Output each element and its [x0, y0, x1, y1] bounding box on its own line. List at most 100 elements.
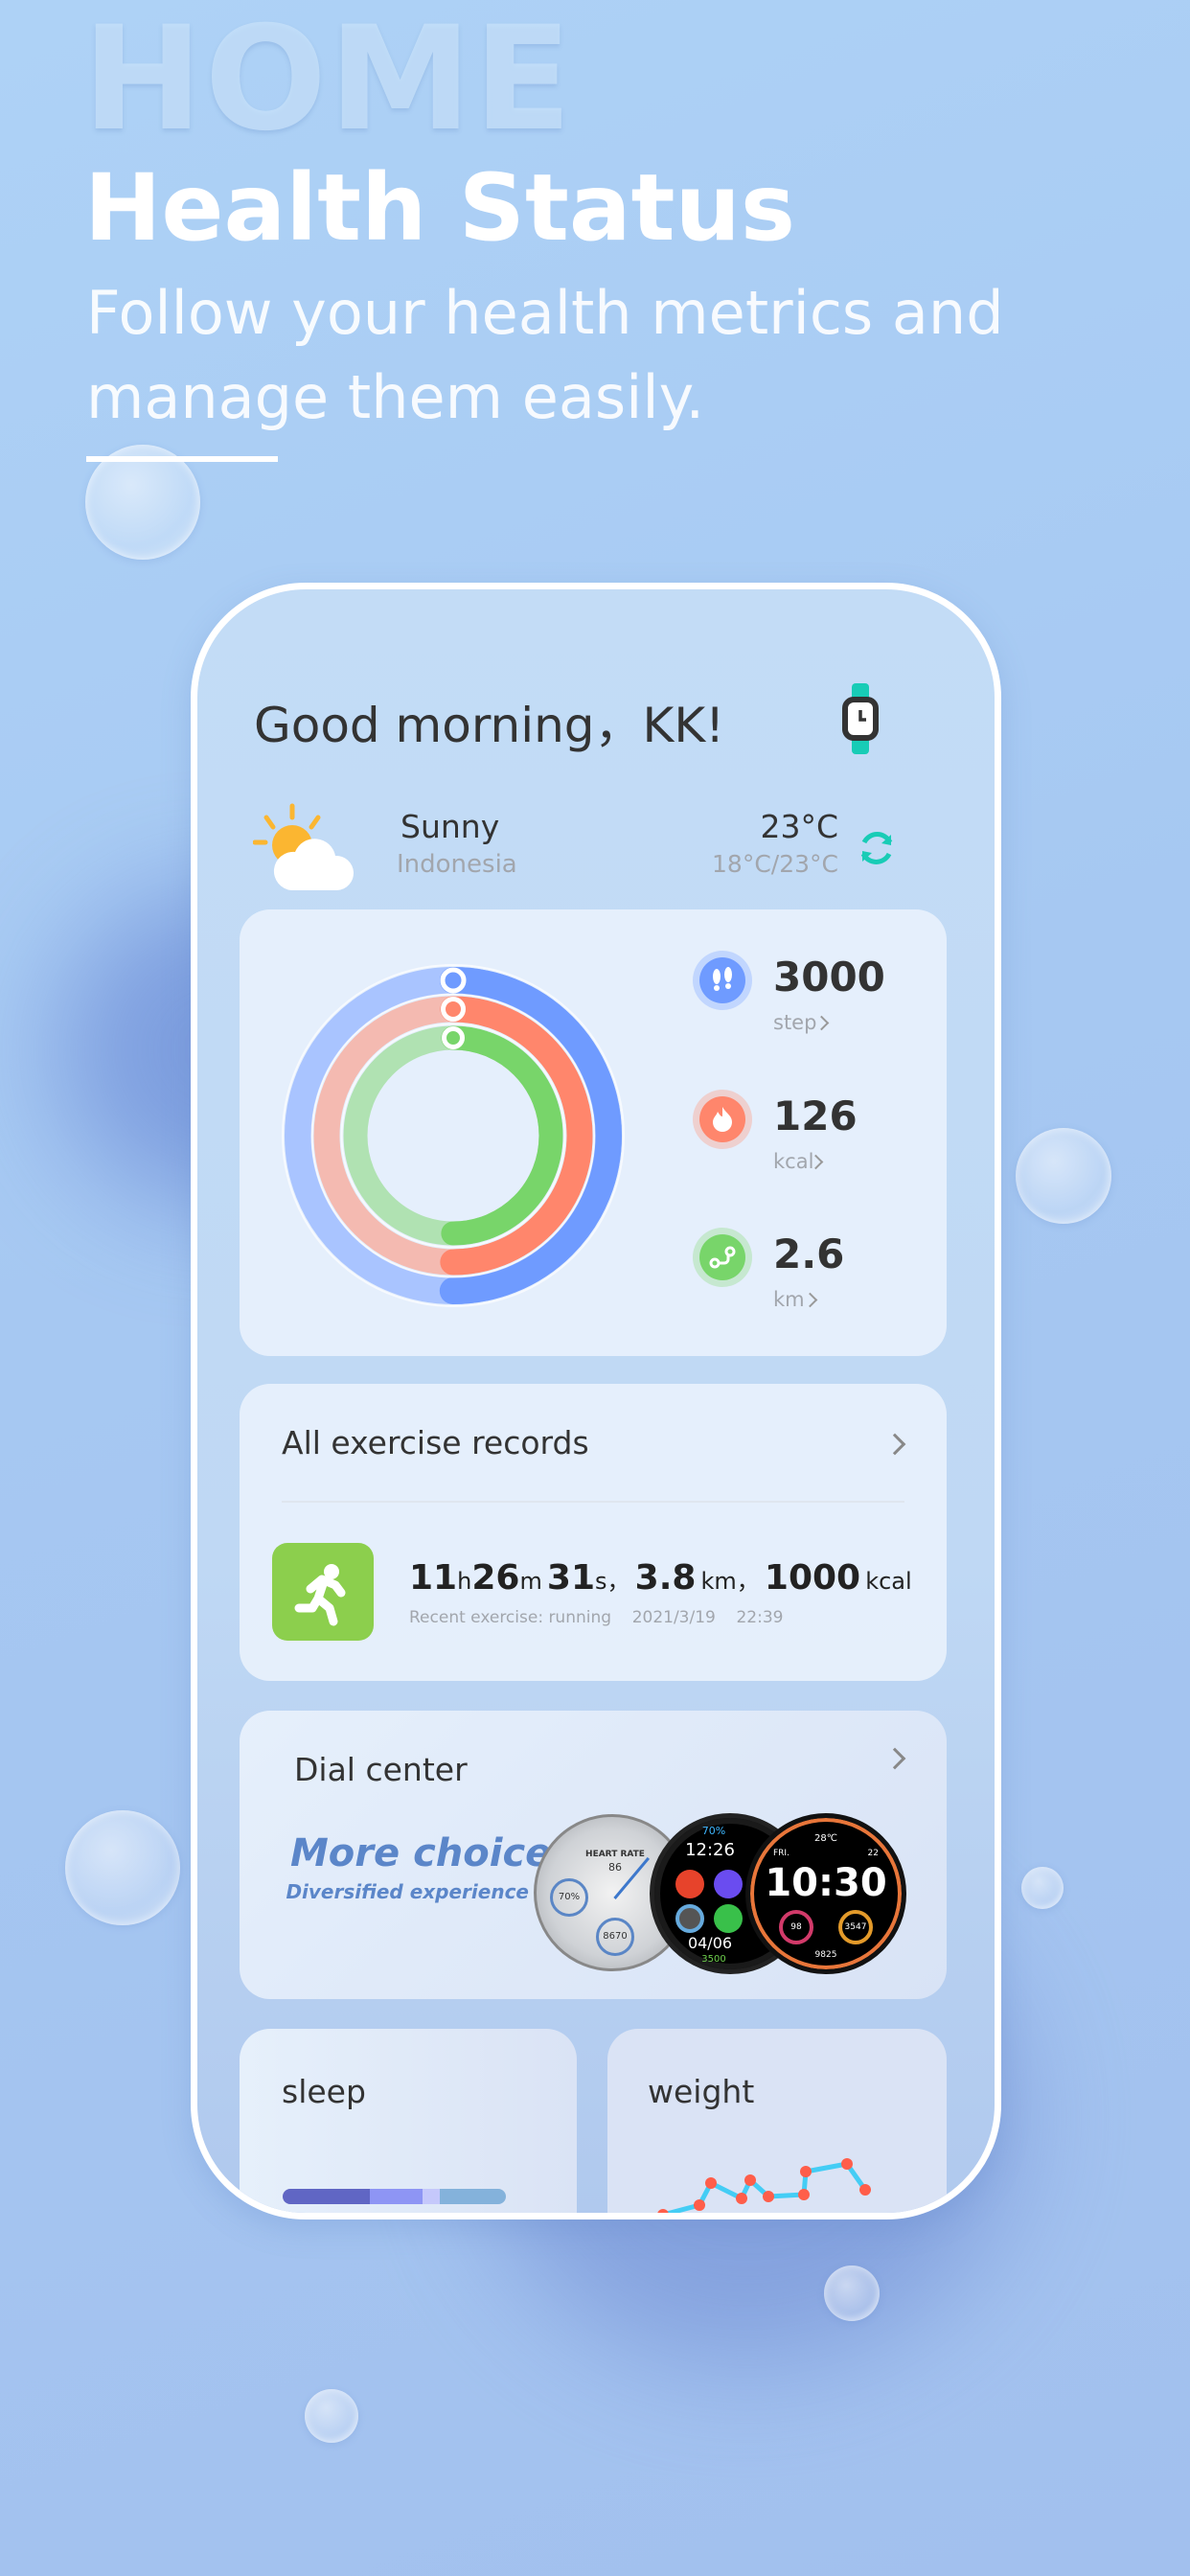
face1-label: HEART RATE	[585, 1850, 645, 1859]
bubble	[65, 1810, 180, 1925]
weight-card[interactable]: weight	[607, 2029, 947, 2213]
weight-point	[744, 2174, 756, 2186]
minutes: 26	[471, 1558, 520, 1598]
face1-hr: 86	[608, 1861, 622, 1874]
distance: 3.8	[634, 1558, 697, 1598]
chevron-right-icon[interactable]	[883, 1433, 906, 1456]
face2-date: 04/06	[687, 1934, 733, 1952]
face3-day: FRI.	[773, 1849, 790, 1858]
recent-exercise-label: Recent exercise: running	[409, 1608, 612, 1627]
metric-value: 2.6	[773, 1230, 845, 1277]
route-icon	[693, 1228, 752, 1287]
recent-exercise: Recent exercise: running 2021/3/19 22:39	[409, 1608, 783, 1627]
dial-tagline: Diversified experience	[286, 1880, 529, 1903]
weight-point	[763, 2191, 774, 2202]
face3-hr: 98	[779, 1910, 813, 1944]
weight-point	[736, 2193, 747, 2204]
weight-point	[841, 2158, 853, 2170]
weight-trend-chart	[657, 2158, 871, 2213]
ring-marker-kcal	[441, 997, 466, 1022]
seconds-unit: s，	[595, 1568, 630, 1595]
face3-date: 22	[867, 1849, 879, 1858]
bubble	[305, 2389, 358, 2443]
chevron-right-icon[interactable]	[802, 1292, 818, 1308]
hours-unit: h	[457, 1568, 472, 1595]
footprints-icon	[693, 951, 752, 1010]
recent-exercise-date: 2021/3/19	[631, 1608, 716, 1627]
weight-point	[859, 2184, 871, 2196]
ring-separator	[340, 1023, 566, 1249]
bubble	[85, 445, 200, 560]
face3-time: 10:30	[765, 1861, 887, 1905]
metric-unit: km	[773, 1288, 805, 1311]
watch-face-digital-2[interactable]: 28℃ FRI. 22 10:30 98 3547 9825	[745, 1813, 906, 1974]
watch-icon[interactable]	[841, 683, 880, 754]
metric-unit: step	[773, 1011, 817, 1034]
weight-point	[657, 2209, 669, 2213]
sleep-segment	[422, 2189, 441, 2204]
sleep-segment	[369, 2189, 423, 2204]
weight-title: weight	[648, 2073, 755, 2110]
flame-icon	[693, 1090, 752, 1149]
weight-point	[694, 2199, 705, 2211]
page-title: Health Status	[84, 154, 795, 262]
divider	[282, 1501, 904, 1503]
ring-separator	[310, 993, 596, 1278]
activity-rings	[282, 964, 625, 1307]
face2-battery: 70%	[701, 1825, 726, 1837]
sleep-segment	[440, 2189, 506, 2204]
weather-location: Indonesia	[397, 850, 517, 879]
activity-rings-card[interactable]: 3000 step 126 kcal 2.6 km	[240, 909, 947, 1356]
metric-value: 3000	[773, 954, 885, 1000]
phone-mockup: Good morning，KK! Sunny Indonesia 23°C 18…	[191, 583, 1001, 2220]
sleep-title: sleep	[282, 2073, 366, 2110]
bubble	[824, 2266, 880, 2321]
face2-time: 12:26	[685, 1840, 735, 1860]
weight-line	[662, 2161, 868, 2213]
face1-steps: 8670	[596, 1918, 634, 1956]
ring-marker-step	[440, 967, 467, 994]
watermark-home: HOME	[82, 0, 574, 163]
title-underline	[86, 456, 278, 462]
exercise-title: All exercise records	[282, 1424, 589, 1461]
recent-exercise-time: 22:39	[736, 1608, 784, 1627]
sleep-segment	[283, 2189, 370, 2204]
temperature-range: 18°C/23°C	[712, 850, 838, 878]
calories: 1000	[764, 1558, 861, 1598]
calories-unit: kcal	[865, 1568, 912, 1595]
metric-value: 126	[773, 1092, 858, 1139]
dial-headline: More choices	[290, 1831, 575, 1875]
seconds: 31	[546, 1558, 596, 1598]
distance-unit: km，	[700, 1568, 760, 1595]
bubble	[1021, 1867, 1064, 1909]
bubble	[1016, 1128, 1111, 1224]
minutes-unit: m	[519, 1568, 542, 1595]
running-icon	[272, 1543, 374, 1641]
face3-kcal: 3547	[838, 1910, 873, 1944]
ring-separator	[282, 964, 625, 1307]
subtitle-line-2: manage them easily.	[86, 362, 705, 432]
weather-condition: Sunny	[400, 808, 500, 845]
exercise-summary: 11h26m 31s， 3.8 km， 1000 kcal	[409, 1558, 912, 1598]
weight-point	[705, 2177, 717, 2189]
temperature: 23°C	[760, 808, 838, 845]
face3-steps: 9825	[814, 1950, 837, 1960]
subtitle-line-1: Follow your health metrics and	[86, 278, 1004, 348]
face2-steps: 3500	[701, 1954, 726, 1965]
dial-center-card[interactable]: Dial center More choices Diversified exp…	[240, 1711, 947, 1999]
chevron-right-icon[interactable]	[883, 1747, 906, 1770]
metric-unit: kcal	[773, 1150, 814, 1173]
sleep-stage-bar	[283, 2189, 506, 2204]
weight-point	[798, 2189, 810, 2200]
greeting: Good morning，KK!	[254, 698, 725, 753]
face3-temp: 28℃	[814, 1833, 837, 1844]
hours: 11	[409, 1558, 458, 1598]
ring-marker-km	[442, 1026, 465, 1049]
dial-title: Dial center	[294, 1751, 468, 1788]
refresh-icon[interactable]	[857, 827, 897, 869]
sleep-card[interactable]: sleep	[240, 2029, 577, 2213]
sun-cloud-icon	[253, 803, 355, 890]
weight-point	[800, 2166, 812, 2177]
face1-battery: 70%	[550, 1878, 588, 1917]
exercise-records-card[interactable]: All exercise records 11h26m 31s， 3.8 km，…	[240, 1384, 947, 1681]
